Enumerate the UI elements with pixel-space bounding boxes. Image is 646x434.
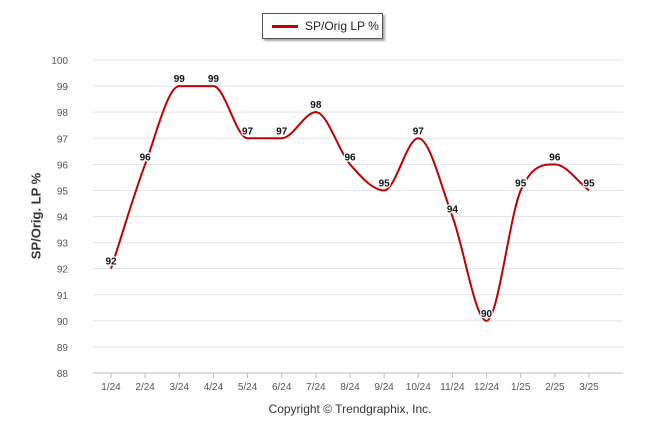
y-axis-label: SP/Orig. LP % (28, 172, 44, 260)
data-label: 97 (413, 126, 425, 137)
data-label: 94 (447, 205, 459, 216)
data-label: 98 (310, 100, 322, 111)
y-tick-label: 100 (51, 56, 68, 67)
y-tick-label: 96 (57, 160, 69, 171)
data-label: 96 (549, 152, 561, 163)
x-tick-label: 2/24 (135, 382, 155, 393)
series-line (110, 85, 590, 322)
y-tick-label: 94 (57, 213, 69, 224)
y-tick-label: 89 (57, 343, 69, 354)
x-tick-label: 1/24 (101, 382, 121, 393)
x-tick-label: 8/24 (340, 382, 360, 393)
y-tick-label: 95 (57, 186, 69, 197)
copyright-text: Copyright © Trendgraphix, Inc. (268, 402, 432, 416)
data-label: 95 (379, 178, 391, 189)
y-tick-label: 99 (57, 82, 69, 93)
x-tick-label: 7/24 (306, 382, 326, 393)
y-tick-label: 97 (57, 134, 69, 145)
legend[interactable]: SP/Orig LP % (262, 13, 383, 39)
x-tick-label: 5/24 (238, 382, 258, 393)
data-label: 96 (140, 152, 152, 163)
x-tick-label: 3/25 (579, 382, 599, 393)
y-tick-label: 92 (57, 265, 69, 276)
y-tick-label: 88 (57, 369, 69, 380)
x-tick-label: 9/24 (374, 382, 394, 393)
legend-swatch (272, 24, 298, 28)
x-tick-label: 2/25 (545, 382, 565, 393)
data-label: 96 (344, 152, 356, 163)
x-tick-label: 12/24 (474, 382, 499, 393)
data-label: 92 (105, 257, 117, 268)
data-label: 95 (583, 178, 595, 189)
data-label: 99 (174, 74, 186, 85)
x-tick-label: 1/25 (511, 382, 531, 393)
x-tick-label: 4/24 (204, 382, 224, 393)
x-tick-label: 3/24 (170, 382, 190, 393)
legend-label: SP/Orig LP % (305, 19, 379, 33)
data-label: 99 (208, 74, 220, 85)
data-label: 90 (481, 309, 493, 320)
y-tick-label: 90 (57, 317, 69, 328)
x-tick-label: 10/24 (406, 382, 431, 393)
x-tick-label: 11/24 (440, 382, 465, 393)
data-label: 97 (242, 126, 254, 137)
y-tick-label: 93 (57, 239, 69, 250)
y-tick-label: 91 (57, 291, 69, 302)
y-tick-label: 98 (57, 108, 69, 119)
data-label: 97 (276, 126, 288, 137)
data-label: 95 (515, 178, 527, 189)
x-tick-label: 6/24 (272, 382, 292, 393)
